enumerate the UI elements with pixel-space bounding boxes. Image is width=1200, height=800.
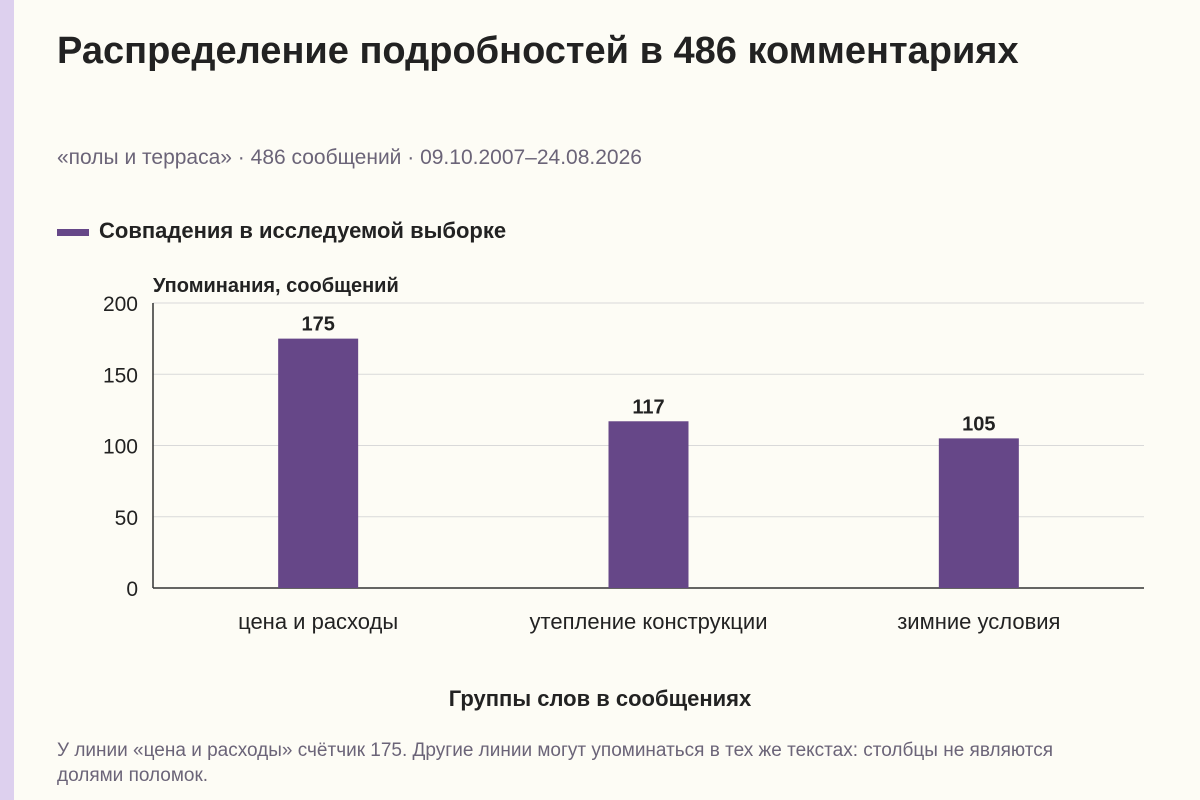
bar-value-label: 105	[962, 413, 995, 435]
y-tick-label: 200	[103, 293, 138, 316]
y-tick-label: 50	[115, 507, 138, 530]
bar	[938, 438, 1019, 588]
chart-legend: Совпадения в исследуемой выборке	[57, 218, 506, 244]
x-axis-title: Группы слов в сообщениях	[448, 686, 752, 711]
bar-value-label: 117	[632, 396, 664, 418]
footnote: У линии «цена и расходы» счётчик 175. Др…	[57, 740, 1053, 786]
y-tick-label: 150	[103, 364, 138, 387]
page-title: Распределение подробностей в 486 коммент…	[57, 30, 1019, 72]
page-subtitle: «полы и терраса» · 486 сообщений · 09.10…	[57, 146, 642, 169]
legend-swatch	[57, 228, 89, 236]
x-tick-label: зимние условия	[897, 609, 1060, 634]
x-tick-label: утепление конструкции	[530, 609, 768, 634]
legend-label: Совпадения в исследуемой выборке	[99, 218, 507, 243]
y-tick-label: 100	[103, 436, 138, 459]
bar-value-label: 175	[301, 314, 334, 336]
y-axis-title: Упоминания, сообщений	[153, 275, 399, 297]
y-tick-label: 0	[126, 578, 138, 601]
bar	[278, 338, 359, 588]
accent-strip	[0, 0, 14, 800]
bar	[608, 421, 689, 588]
x-tick-label: цена и расходы	[238, 609, 398, 634]
